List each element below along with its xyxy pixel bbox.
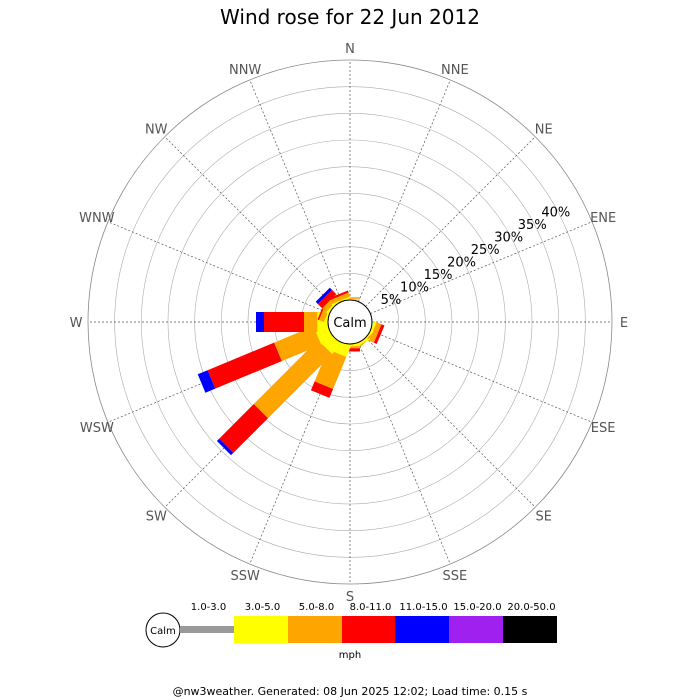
direction-label-ese: ESE — [591, 421, 616, 436]
spoke-ne — [365, 136, 536, 307]
legend-swatch-1 — [234, 616, 288, 643]
calm-center: Calm — [327, 299, 373, 345]
direction-label-ssw: SSW — [230, 569, 260, 584]
bar-nnw-3 — [329, 290, 349, 301]
bar-ssw-3 — [310, 381, 334, 398]
direction-label-nw: NW — [145, 122, 168, 137]
calm-label: Calm — [333, 316, 366, 331]
direction-label-s: S — [346, 590, 354, 605]
direction-label-w: W — [70, 316, 83, 331]
legend-swatch-0 — [180, 626, 234, 633]
radial-tick-label: 10% — [400, 281, 429, 296]
spoke-nw — [164, 136, 335, 307]
bar-nw-3 — [317, 289, 337, 309]
bar-wsw-3 — [207, 342, 282, 389]
bar-wsw-4 — [197, 370, 216, 393]
spoke-se — [365, 337, 536, 508]
bar-sw-3 — [219, 404, 268, 453]
bar-w-3 — [264, 312, 304, 332]
radial-tick-label: 30% — [494, 231, 523, 246]
legend-label-2: 5.0-8.0 — [299, 602, 334, 613]
direction-label-e: E — [620, 316, 628, 331]
direction-label-nne: NNE — [441, 63, 469, 78]
direction-label-nnw: NNW — [229, 63, 261, 78]
spoke-nnw — [249, 79, 342, 302]
radial-tick-label: 20% — [447, 256, 476, 271]
spoke-wnw — [107, 221, 330, 314]
axis-labels: N NNE NE ENE E ESE SE SSE S SSW SW WSW W WNW NW NNW 5%10… — [70, 42, 629, 605]
direction-label-ne: NE — [535, 122, 553, 137]
direction-label-ene: ENE — [590, 211, 616, 226]
spoke-sse — [358, 342, 451, 565]
speed-legend: Calm 1.0-3.0 3.0-5.0 5.0-8.0 8.0-11.0 11.0-15… — [145, 602, 557, 661]
legend-label-0: 1.0-3.0 — [191, 602, 226, 613]
grid-circle-20 — [221, 193, 479, 451]
bar-w-4 — [256, 312, 264, 332]
radial-tick-label: 25% — [471, 243, 500, 258]
legend-swatch-3 — [342, 616, 396, 643]
direction-label-wsw: WSW — [80, 421, 114, 436]
spoke-nne — [358, 79, 451, 302]
bar-ese-3 — [373, 324, 385, 344]
chart-title: Wind rose for 22 Jun 2012 — [220, 5, 480, 29]
bar-ese-2 — [369, 322, 382, 343]
bar-wsw-2 — [274, 326, 322, 362]
legend-swatch-6 — [503, 616, 557, 643]
legend-label-1: 3.0-5.0 — [245, 602, 280, 613]
radial-tick-label: 15% — [424, 268, 453, 283]
radial-tick-label: 35% — [518, 218, 547, 233]
grid-circle-35 — [141, 113, 559, 531]
bar-nnw-2 — [330, 292, 351, 304]
legend-swatch-4 — [395, 616, 449, 643]
direction-label-wnw: WNW — [79, 211, 115, 226]
direction-label-sw: SW — [146, 510, 167, 525]
legend-label-3: 8.0-11.0 — [350, 602, 392, 613]
bar-sw-4 — [216, 438, 234, 456]
wind-bars — [197, 287, 385, 456]
bar-sw-2 — [253, 339, 333, 419]
footer-text: @nw3weather. Generated: 08 Jun 2025 12:0… — [173, 685, 528, 698]
radial-tick-label: 5% — [381, 293, 402, 308]
bar-w-2 — [304, 312, 318, 332]
legend-calm-label: Calm — [150, 626, 176, 637]
spoke-ene — [370, 221, 593, 314]
bar-nw-4 — [315, 287, 333, 305]
direction-label-sse: SSE — [442, 569, 467, 584]
legend-swatch-5 — [449, 616, 503, 643]
direction-label-n: N — [345, 42, 355, 57]
bar-nnw-1 — [331, 296, 351, 306]
legend-unit-label: mph — [339, 650, 361, 661]
spoke-ese — [370, 330, 593, 423]
calm-circle — [327, 299, 373, 345]
legend-label-6: 20.0-50.0 — [507, 602, 555, 613]
grid-circle-outer — [87, 59, 613, 585]
legend-swatch-2 — [288, 616, 342, 643]
legend-label-5: 15.0-20.0 — [453, 602, 501, 613]
legend-label-4: 11.0-15.0 — [399, 602, 447, 613]
radial-tick-label: 40% — [541, 206, 570, 221]
bar-ssw-2 — [314, 349, 347, 389]
direction-label-se: SE — [536, 510, 552, 525]
